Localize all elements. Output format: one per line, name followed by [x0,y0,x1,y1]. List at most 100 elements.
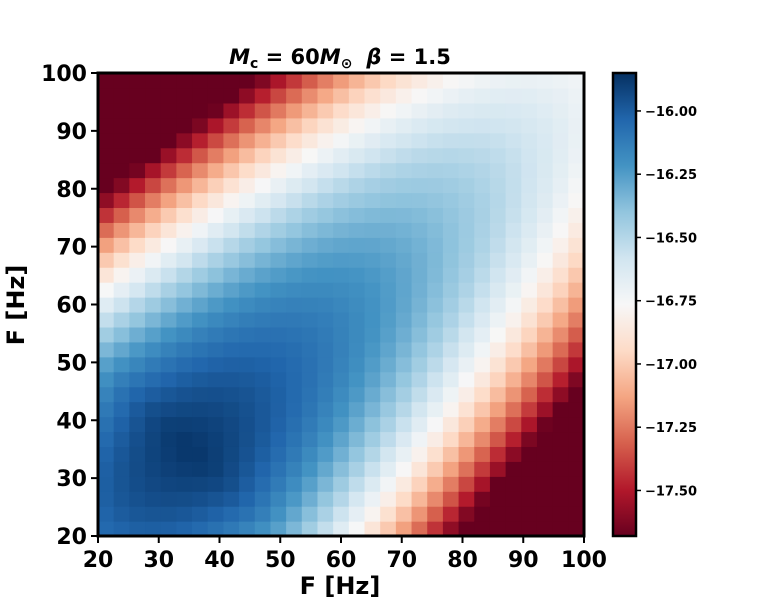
heatmap-cell [270,401,287,418]
heatmap-cell [160,311,177,328]
heatmap-cell [239,446,256,462]
heatmap-cell [333,162,350,179]
heatmap-cell [223,222,240,238]
heatmap-cell [333,326,350,343]
heatmap-cell [301,237,319,253]
heatmap-cell [192,371,209,388]
heatmap-cell [223,87,240,104]
heatmap-cell [333,431,350,447]
heatmap-cell [113,431,130,447]
heatmap-cell [301,87,319,104]
heatmap-cell [395,177,413,194]
heatmap-cell [536,282,554,298]
heatmap-cell [411,222,428,238]
heatmap-cell [223,147,240,164]
heatmap-cell [489,222,507,238]
heatmap-cell [301,117,319,134]
heatmap-cell [521,73,538,89]
heatmap-cell [239,117,256,134]
heatmap-cell [458,461,475,477]
heatmap-cell [427,87,444,104]
heatmap-cell [98,237,115,253]
heatmap-cell [427,192,444,209]
heatmap-cell [239,521,256,537]
heatmap-cell [129,341,146,358]
heatmap-cell [364,237,381,253]
heatmap-cell [160,222,177,238]
heatmap-cell [536,73,554,89]
colorbar-tick-label: −16.25 [645,168,697,183]
heatmap-cell [223,401,240,418]
heatmap-cell [411,252,428,268]
heatmap-cell [442,311,460,328]
heatmap-cell [442,192,460,209]
heatmap-cell [458,506,475,522]
heatmap-cell [317,356,334,373]
heatmap-cell [474,476,491,492]
heatmap-cell [254,162,272,179]
heatmap-cell [113,491,130,507]
heatmap-cell [333,341,350,358]
heatmap-cell [223,162,240,179]
heatmap-cell [270,326,287,343]
heatmap-cell [411,147,428,164]
heatmap-cell [145,162,162,179]
heatmap-cell [552,222,569,238]
heatmap-cell [411,207,428,223]
heatmap-cell [442,282,460,298]
heatmap-cell [239,177,256,194]
heatmap-cell [489,87,507,104]
heatmap-cell [489,446,507,462]
heatmap-cell [536,102,554,119]
heatmap-cell [333,416,350,433]
heatmap-cell [552,416,569,433]
heatmap-cell [536,132,554,149]
heatmap-cell [239,401,256,418]
title-eq2: = 1.5 [381,45,450,69]
heatmap-cell [286,73,303,89]
heatmap-cell [568,491,585,507]
heatmap-cell [113,222,130,238]
heatmap-cell [333,506,350,522]
heatmap-cell [254,267,272,283]
heatmap-cell [176,132,193,149]
heatmap-cell [348,222,366,238]
heatmap-cell [286,506,303,522]
heatmap-cell [286,282,303,298]
heatmap-cell [536,162,554,179]
heatmap-cell [568,117,585,134]
heatmap-cell [552,386,569,403]
heatmap-cell [489,311,507,328]
heatmap-cell [442,461,460,477]
heatmap-cell [160,192,177,209]
heatmap-cell [176,73,193,89]
heatmap-cell [458,102,475,119]
heatmap-cell [536,267,554,283]
heatmap-cell [442,222,460,238]
heatmap-cell [442,401,460,418]
heatmap-cell [286,162,303,179]
heatmap-cell [207,102,225,119]
heatmap-cell [317,237,334,253]
heatmap-cell [505,117,522,134]
x-axis-label: F [Hz] [300,572,381,600]
heatmap-cell [254,237,272,253]
heatmap-cell [254,371,272,388]
heatmap-cell [254,491,272,507]
heatmap-cell [427,416,444,433]
heatmap-cell [411,73,428,89]
heatmap-cell [207,506,225,522]
heatmap-cell [442,267,460,283]
heatmap-cell [364,506,381,522]
heatmap-cell [380,102,397,119]
heatmap-cell [568,476,585,492]
heatmap-cell [427,252,444,268]
heatmap-cell [521,476,538,492]
heatmap-cell [160,506,177,522]
heatmap-cell [411,476,428,492]
heatmap-cell [301,446,319,462]
heatmap-cell [270,102,287,119]
heatmap-cell [411,282,428,298]
heatmap-cell [113,102,130,119]
heatmap-cell [348,446,366,462]
